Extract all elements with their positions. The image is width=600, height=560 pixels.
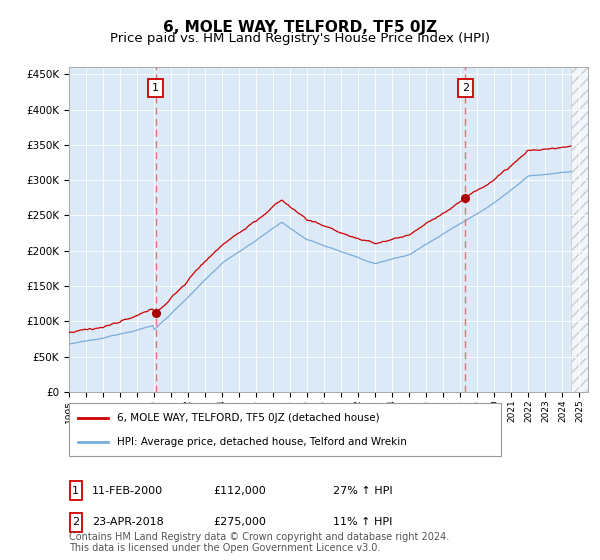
Text: 27% ↑ HPI: 27% ↑ HPI — [333, 486, 392, 496]
Text: 23-APR-2018: 23-APR-2018 — [92, 517, 164, 528]
Text: Contains HM Land Registry data © Crown copyright and database right 2024.
This d: Contains HM Land Registry data © Crown c… — [69, 531, 449, 553]
Text: 1: 1 — [152, 83, 159, 94]
Text: 11-FEB-2000: 11-FEB-2000 — [92, 486, 163, 496]
Text: 11% ↑ HPI: 11% ↑ HPI — [333, 517, 392, 528]
Text: 2: 2 — [462, 83, 469, 94]
Text: £112,000: £112,000 — [213, 486, 266, 496]
Text: HPI: Average price, detached house, Telford and Wrekin: HPI: Average price, detached house, Telf… — [116, 436, 406, 446]
Text: 6, MOLE WAY, TELFORD, TF5 0JZ: 6, MOLE WAY, TELFORD, TF5 0JZ — [163, 20, 437, 35]
Text: £275,000: £275,000 — [213, 517, 266, 528]
Text: 2: 2 — [72, 517, 79, 528]
Text: Price paid vs. HM Land Registry's House Price Index (HPI): Price paid vs. HM Land Registry's House … — [110, 32, 490, 45]
Text: 6, MOLE WAY, TELFORD, TF5 0JZ (detached house): 6, MOLE WAY, TELFORD, TF5 0JZ (detached … — [116, 413, 379, 423]
Text: 1: 1 — [72, 486, 79, 496]
